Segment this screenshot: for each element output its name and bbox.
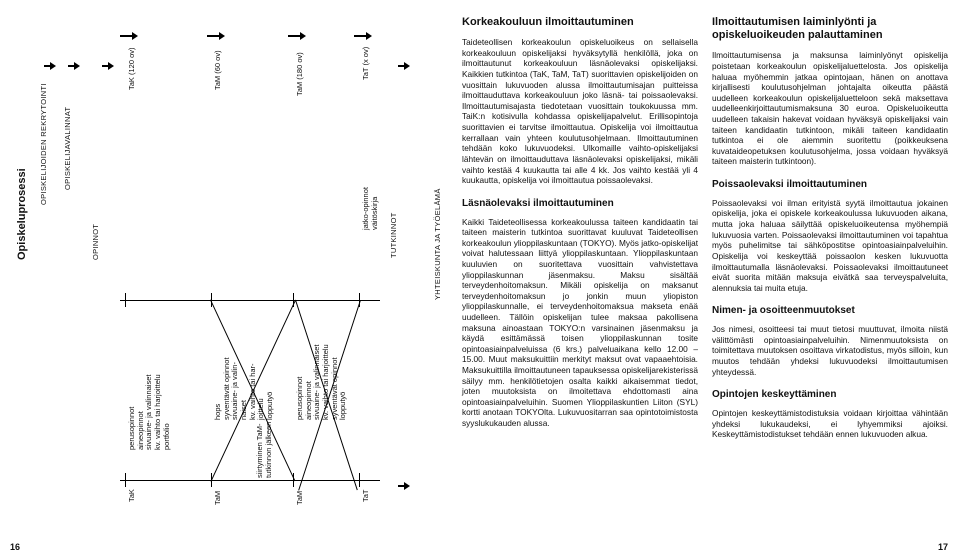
page-number-right: 17 (938, 542, 948, 552)
arrow (44, 60, 56, 72)
page-number-left: 16 (10, 542, 20, 552)
arrow (68, 60, 80, 72)
col2-h3a: Poissaolevaksi ilmoittautuminen (712, 179, 948, 192)
tk-tam1: TaM (214, 491, 223, 505)
arrow (288, 30, 306, 42)
diagram-panel: Opiskeluprosessi OPISKELIJOIDEN REKRYTOI… (0, 0, 448, 558)
deg-tak120: TaK (120 ov) (128, 47, 137, 90)
stage-valinnat: OPISKELIJAVALINNAT (64, 107, 73, 190)
column-1: Korkeakouluun ilmoittautuminen Taideteol… (462, 16, 698, 550)
tick (125, 473, 126, 487)
col1-p2: Kaikki Taideteollisessa korkeakoulussa t… (462, 217, 698, 429)
arrow (120, 30, 138, 42)
diagram-title: Opiskeluprosessi (16, 168, 29, 260)
tk-tak: TaK (128, 489, 137, 502)
deg-tam180: TaM (180 ov) (296, 52, 305, 96)
arrow (398, 480, 410, 492)
list-tak120: perusopinnot aineopinnot sivuaine- ja va… (128, 374, 171, 450)
stage-rekry: OPISKELIJOIDEN REKRYTOINTI (40, 83, 49, 205)
tick (125, 293, 126, 307)
col2-p1: Ilmoittautumisensa ja maksunsa laiminlyö… (712, 50, 948, 167)
text-panel: Korkeakouluun ilmoittautuminen Taideteol… (448, 0, 960, 558)
col2-p2: Poissaolevaksi voi ilman erityistä syytä… (712, 198, 948, 293)
col1-h3a: Läsnäolevaksi ilmoittautuminen (462, 198, 698, 211)
baseline-mid (120, 300, 380, 301)
stage-yhteiskunta: YHTEISKUNTA JA TYÖELÄMÄ (434, 188, 443, 300)
tick (359, 473, 360, 487)
col2-p4: Opintojen keskeyttämistodistuksia voidaa… (712, 408, 948, 440)
deg-tat: TaT (x ov) (362, 47, 371, 80)
col1-h2: Korkeakouluun ilmoittautuminen (462, 16, 698, 29)
deg-tam60: TaM (60 ov) (214, 50, 223, 90)
col2-h3c: Opintojen keskeyttäminen (712, 389, 948, 402)
column-2: Ilmoittautumisen laiminlyönti ja opiskel… (712, 16, 948, 550)
col2-p3: Jos nimesi, osoitteesi tai muut tietosi … (712, 324, 948, 377)
col2-h2: Ilmoittautumisen laiminlyönti ja opiskel… (712, 16, 948, 42)
baseline-bot (120, 480, 380, 481)
arrow (207, 30, 225, 42)
tk-tam2: TaM (296, 491, 305, 505)
list-tat: jatko-opinnot väitöskirja (362, 187, 379, 230)
col1-p1: Taideteollisen korkeakoulun opiskeluoike… (462, 37, 698, 186)
arrow (354, 30, 372, 42)
arrow (398, 60, 410, 72)
stage-tutkinnot: TUTKINNOT (390, 212, 399, 258)
col2-h3b: Nimen- ja osoitteenmuutokset (712, 305, 948, 318)
arrow (102, 60, 114, 72)
stage-opinnot: OPINNOT (92, 224, 101, 260)
tk-tat: TaT (362, 489, 371, 502)
